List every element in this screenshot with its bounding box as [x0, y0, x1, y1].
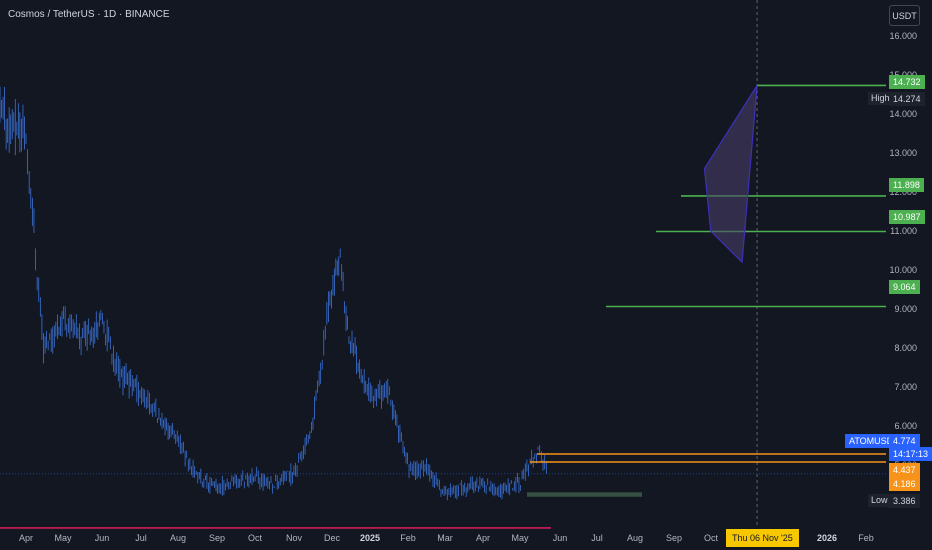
support-label-1: 4.437 [889, 463, 920, 477]
y-tick-label: 9.000 [894, 304, 917, 314]
y-tick-label: 14.000 [889, 109, 917, 119]
x-tick-label: Sep [209, 533, 225, 543]
level-label-1: 14.732 [889, 75, 925, 89]
level-label-2: 11.898 [889, 178, 924, 192]
level-label-3: 10.987 [889, 210, 925, 224]
y-tick-label: 10.000 [889, 265, 917, 275]
x-tick-label: May [511, 533, 529, 543]
current-price-label: 4.774 [889, 434, 920, 448]
x-tick-label: May [54, 533, 72, 543]
high-tag: High [868, 92, 893, 105]
y-tick-label: 8.000 [894, 343, 917, 353]
x-tick-label: Jul [591, 533, 603, 543]
y-tick-label: 7.000 [894, 382, 917, 392]
x-tick-label: Apr [19, 533, 33, 543]
x-tick-label: Aug [170, 533, 186, 543]
high-value-label: 14.274 [889, 92, 925, 106]
x-tick-label: Jun [553, 533, 568, 543]
low-value-label: 3.386 [889, 494, 920, 508]
x-tick-label: Feb [858, 533, 874, 543]
x-tick-label: Jun [95, 533, 110, 543]
x-tick-label: Aug [627, 533, 643, 543]
crosshair-date-label: Thu 06 Nov '25 [726, 529, 799, 547]
y-tick-label: 11.000 [890, 226, 917, 236]
x-tick-label: Apr [476, 533, 490, 543]
y-tick-label: 13.000 [889, 148, 917, 158]
x-tick-label: Nov [286, 533, 303, 543]
y-tick-label: 6.000 [894, 421, 917, 431]
support-zone [527, 492, 642, 497]
x-tick-label: Oct [704, 533, 719, 543]
level-label-4: 9.064 [889, 280, 920, 294]
y-tick-label: 16.000 [889, 31, 917, 41]
x-tick-label: Oct [248, 533, 263, 543]
symbol-label: ATOMUSDT [845, 434, 903, 448]
low-tag: Low [868, 494, 891, 507]
currency-button[interactable]: USDT [889, 5, 920, 26]
x-tick-label: Mar [437, 533, 453, 543]
support-label-2: 4.186 [889, 477, 920, 491]
x-tick-label: 2025 [360, 533, 380, 543]
y-tick-label: 12.000 [889, 187, 917, 197]
chart-title: Cosmos / TetherUS · 1D · BINANCE [8, 9, 170, 20]
x-tick-label: 2026 [817, 533, 837, 543]
x-tick-label: Jul [135, 533, 147, 543]
x-tick-label: Feb [400, 533, 416, 543]
x-tick-label: Dec [324, 533, 341, 543]
pattern-shape [703, 85, 758, 264]
x-tick-label: Sep [666, 533, 682, 543]
countdown-label: 14:17:13 [889, 447, 932, 461]
